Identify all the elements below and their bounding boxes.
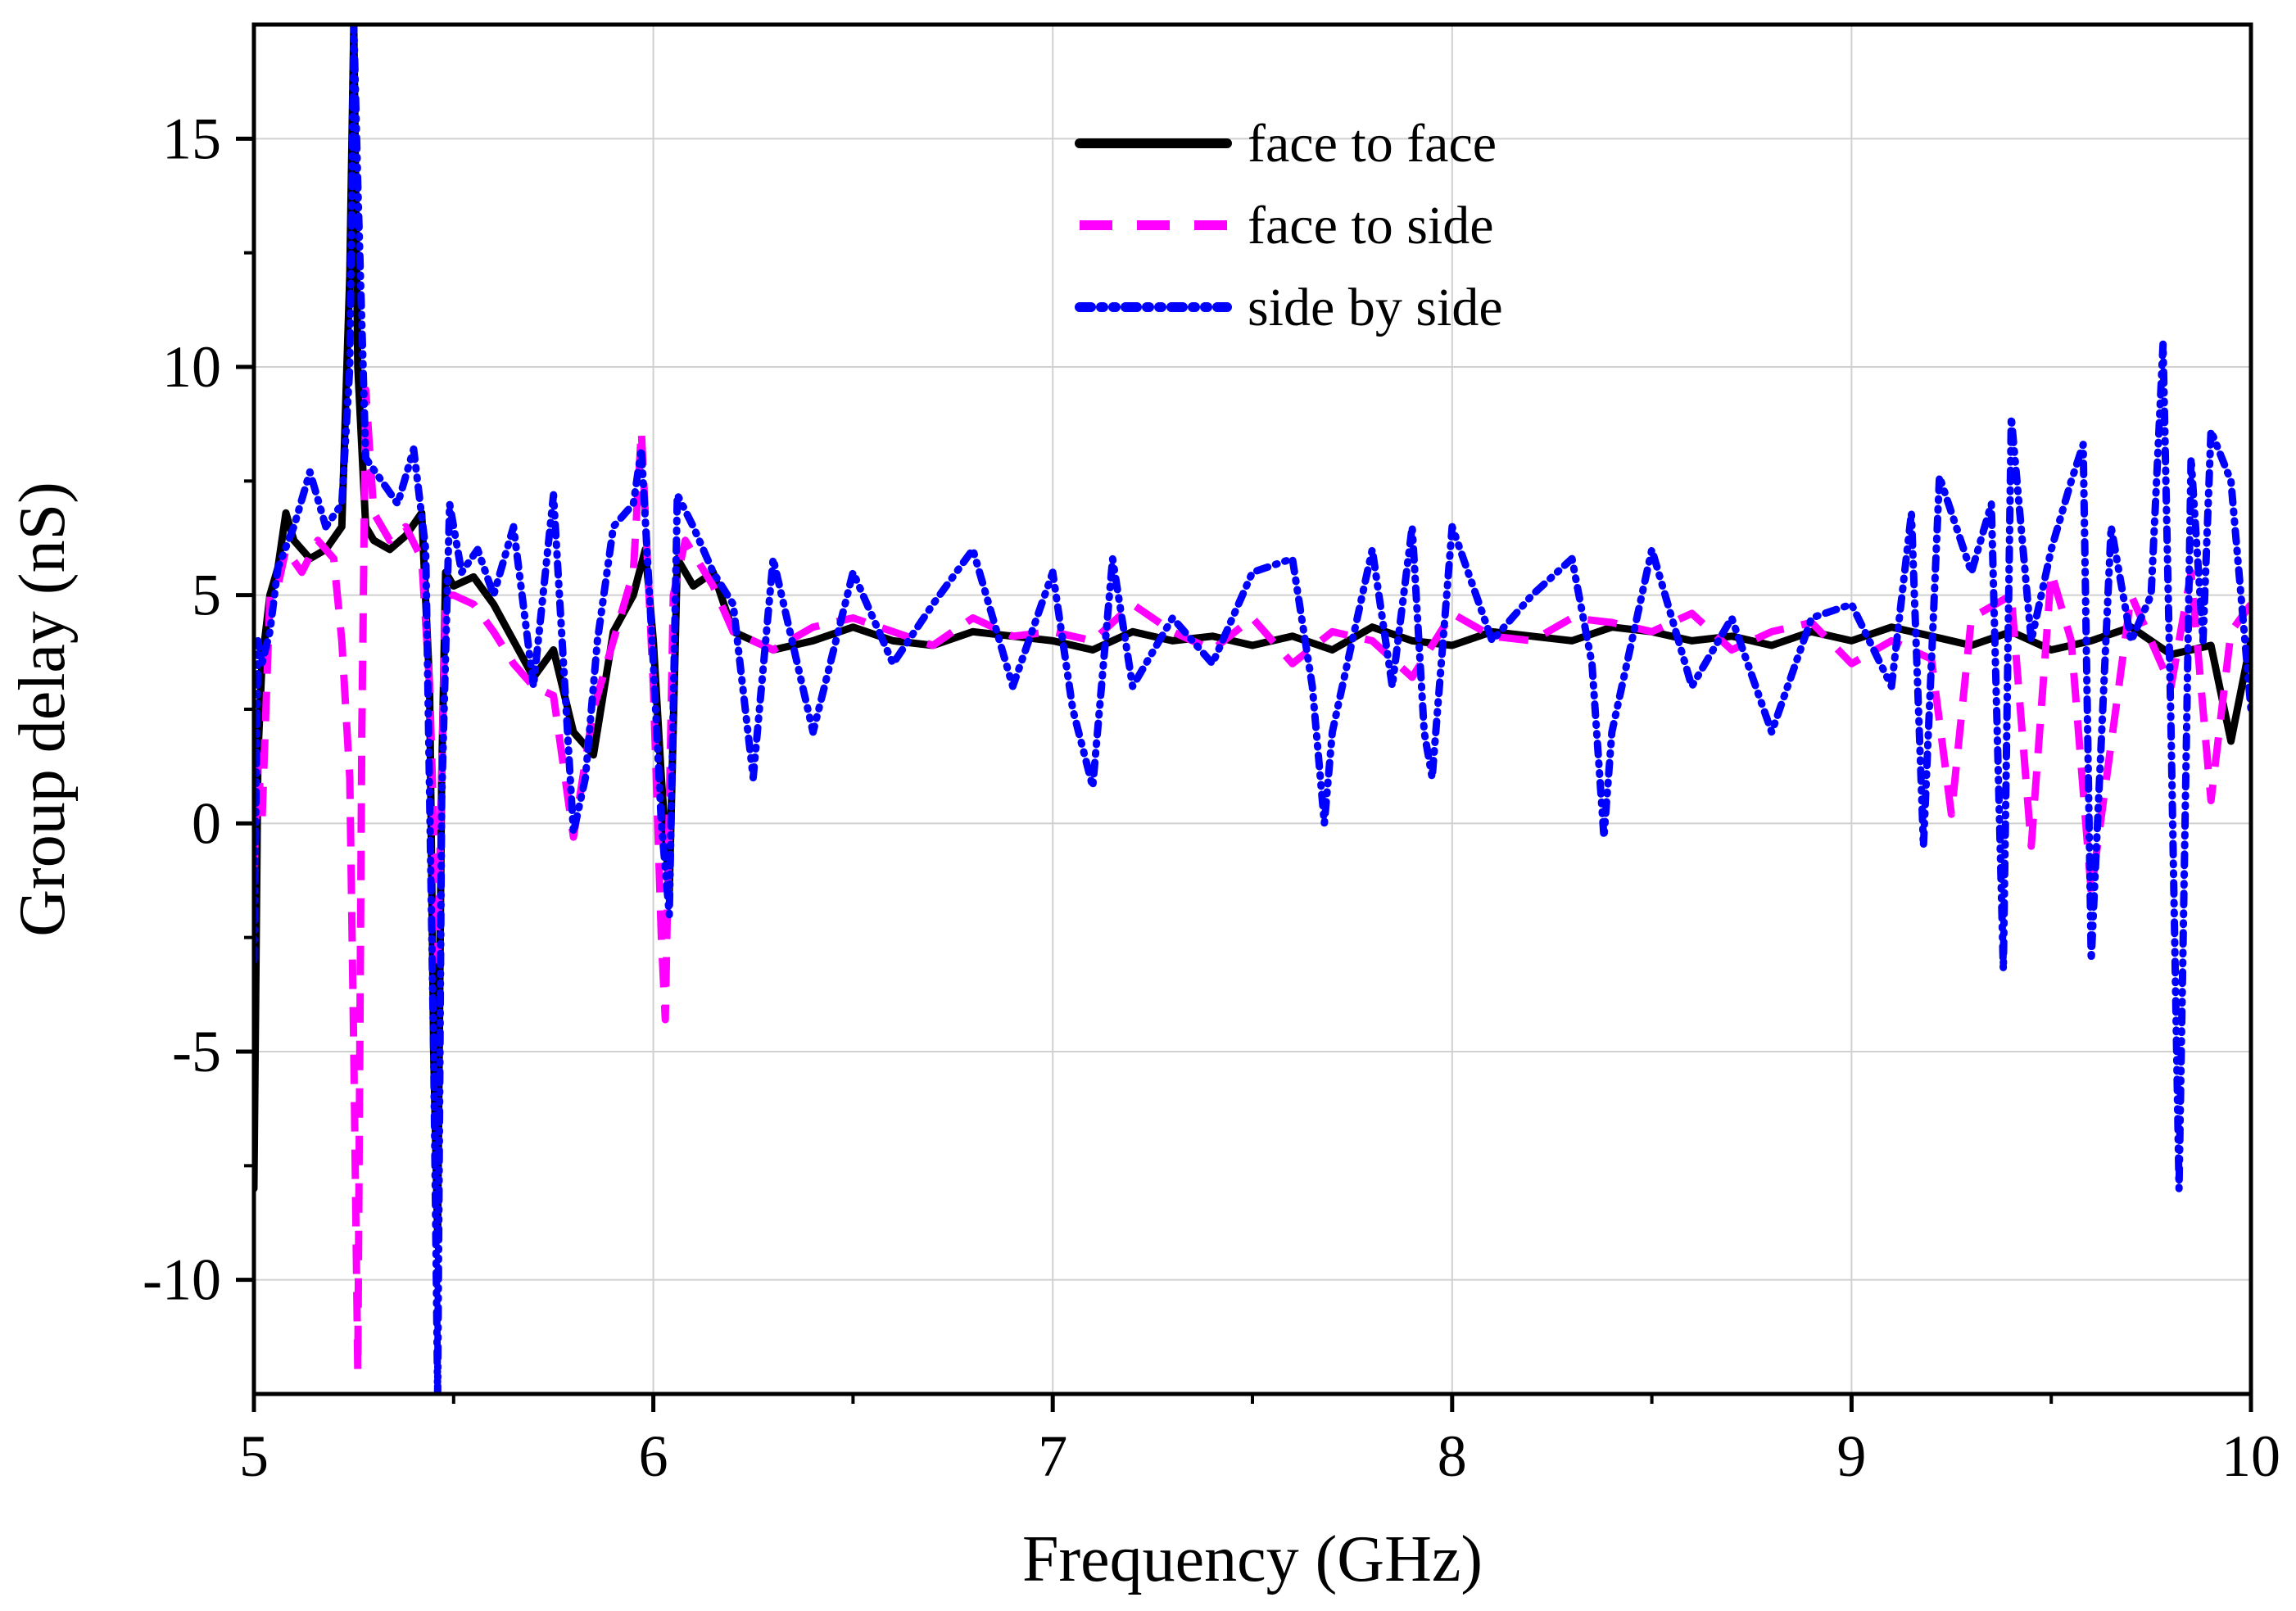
x-tick-label: 7 [1038, 1423, 1067, 1489]
x-tick-labels: 5 6 7 8 9 10 [239, 1423, 2280, 1489]
x-axis-title: Frequency (GHz) [1022, 1523, 1483, 1595]
ticks [236, 136, 2253, 1412]
legend-label: face to side [1248, 196, 1494, 256]
x-tick-label: 10 [2221, 1423, 2280, 1489]
legend-label: face to face [1248, 114, 1497, 174]
y-tick-label: 5 [192, 563, 221, 628]
legend: face to face face to side side by side [1075, 114, 1503, 337]
y-tick-label: -5 [172, 1019, 221, 1084]
x-tick-label: 6 [639, 1423, 668, 1489]
y-tick-label: -10 [143, 1247, 221, 1313]
series-layer [254, 25, 2251, 1394]
x-tick-label: 8 [1438, 1423, 1467, 1489]
y-axis-title: Group delay (nS) [7, 482, 79, 936]
y-tick-labels: -10 -5 0 5 10 15 [143, 106, 221, 1312]
y-tick-label: 10 [162, 334, 221, 400]
x-tick-label: 9 [1836, 1423, 1866, 1489]
y-tick-label: 15 [162, 106, 221, 171]
series-line-side-by-side [254, 25, 2251, 1394]
legend-label: side by side [1248, 278, 1503, 337]
x-tick-label: 5 [239, 1423, 269, 1489]
grid [254, 25, 2251, 1394]
y-tick-label: 0 [192, 790, 221, 856]
